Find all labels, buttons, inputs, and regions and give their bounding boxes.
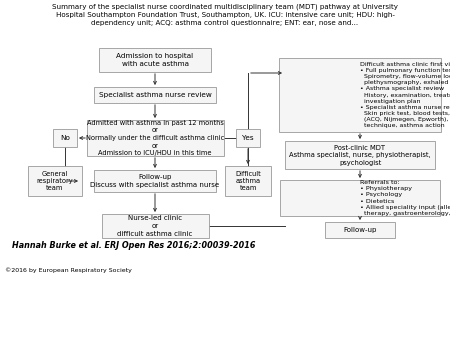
- FancyBboxPatch shape: [279, 58, 441, 132]
- Text: Yes: Yes: [242, 135, 254, 141]
- Text: Difficult
asthma
team: Difficult asthma team: [235, 170, 261, 192]
- FancyBboxPatch shape: [53, 129, 77, 147]
- Text: Follow-up: Follow-up: [343, 227, 377, 233]
- Text: Specialist asthma nurse review: Specialist asthma nurse review: [99, 92, 212, 98]
- Text: Admission to hospital
with acute asthma: Admission to hospital with acute asthma: [117, 53, 194, 67]
- Text: Follow-up
Discuss with specialist asthma nurse: Follow-up Discuss with specialist asthma…: [90, 174, 220, 188]
- Text: ©2016 by European Respiratory Society: ©2016 by European Respiratory Society: [5, 267, 132, 273]
- Text: Hannah Burke et al. ERJ Open Res 2016;2:00039-2016: Hannah Burke et al. ERJ Open Res 2016;2:…: [12, 241, 256, 250]
- FancyBboxPatch shape: [94, 170, 216, 192]
- FancyBboxPatch shape: [102, 214, 208, 238]
- FancyBboxPatch shape: [28, 166, 82, 196]
- FancyBboxPatch shape: [236, 129, 260, 147]
- Text: Summary of the specialist nurse coordinated multidisciplinary team (MDT) pathway: Summary of the specialist nurse coordina…: [52, 4, 398, 26]
- Text: No: No: [60, 135, 70, 141]
- FancyBboxPatch shape: [86, 120, 224, 156]
- Text: General
respiratory
team: General respiratory team: [37, 170, 73, 192]
- FancyBboxPatch shape: [325, 222, 395, 238]
- Text: Admitted with asthma in past 12 months
or
Normally under the difficult asthma cl: Admitted with asthma in past 12 months o…: [86, 120, 224, 156]
- Text: Post-clinic MDT
Asthma specialist, nurse, physiotherapist,
psychologist: Post-clinic MDT Asthma specialist, nurse…: [289, 145, 431, 166]
- FancyBboxPatch shape: [280, 180, 440, 216]
- FancyBboxPatch shape: [99, 48, 211, 72]
- FancyBboxPatch shape: [225, 166, 271, 196]
- Text: Difficult asthma clinic first visit
• Full pulmonary function tests
  Spirometry: Difficult asthma clinic first visit • Fu…: [360, 62, 450, 128]
- FancyBboxPatch shape: [285, 141, 435, 169]
- Text: Referrals to:
• Physiotherapy
• Psychology
• Dietetics
• Allied speciality input: Referrals to: • Physiotherapy • Psycholo…: [360, 180, 450, 216]
- FancyBboxPatch shape: [94, 87, 216, 103]
- Text: Nurse-led clinic
or
difficult asthma clinic: Nurse-led clinic or difficult asthma cli…: [117, 216, 193, 237]
